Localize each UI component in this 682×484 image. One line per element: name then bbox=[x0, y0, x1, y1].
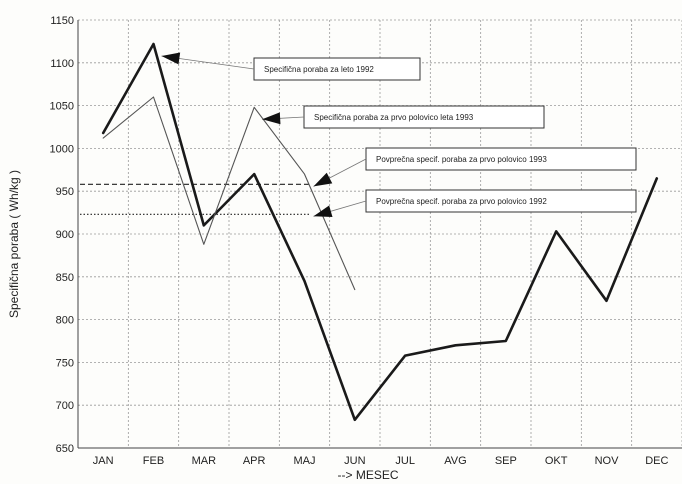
x-tick-label: OKT bbox=[545, 455, 568, 467]
annotations: Specifična poraba za leto 1992 Specifična… bbox=[161, 52, 637, 218]
x-tick-label: MAR bbox=[192, 455, 217, 467]
annotation-text-1: Specifična poraba za leto 1992 bbox=[264, 65, 374, 74]
annotation-text-4: Povprečna specif. poraba za prvo polovic… bbox=[376, 197, 547, 206]
series-line-2 bbox=[102, 96, 356, 291]
y-tick-label: 700 bbox=[56, 400, 74, 412]
y-tick-label: 900 bbox=[56, 229, 74, 241]
x-tick-label: FEB bbox=[143, 455, 164, 467]
x-tick-label: SEP bbox=[495, 455, 517, 467]
y-tick-label: 650 bbox=[56, 443, 74, 455]
x-tick-labels: JAN FEB MAR APR MAJ JUN JUL AVG SEP OKT NOV DEC bbox=[93, 455, 669, 467]
grid bbox=[77, 19, 682, 449]
reference-lines bbox=[80, 183, 310, 215]
x-tick-label: JUN bbox=[344, 455, 365, 467]
x-tick-label: DEC bbox=[645, 455, 668, 467]
y-tick-label: 1000 bbox=[50, 143, 74, 155]
x-tick-label: APR bbox=[243, 455, 266, 467]
annotation-arrowhead-2 bbox=[262, 112, 281, 125]
y-tick-label: 850 bbox=[56, 272, 74, 284]
annotation-arrowhead-1 bbox=[161, 52, 181, 65]
x-tick-label: JUL bbox=[395, 455, 415, 467]
x-axis-title: --> MESEC bbox=[337, 468, 398, 482]
series-lines bbox=[101, 42, 659, 422]
y-tick-label: 800 bbox=[56, 315, 74, 327]
series-line-1 bbox=[101, 42, 659, 422]
y-tick-labels: 650 700 750 800 850 900 950 1000 1050 1100 1150 bbox=[50, 15, 74, 455]
annotation-text-2: Specifična poraba za prvo polovico leta … bbox=[314, 113, 474, 122]
y-tick-label: 950 bbox=[56, 186, 74, 198]
annotation-arrowhead-3 bbox=[313, 172, 333, 187]
y-tick-label: 1050 bbox=[50, 101, 74, 113]
x-tick-label: NOV bbox=[595, 455, 620, 467]
x-tick-label: MAJ bbox=[294, 455, 316, 467]
x-tick-label: AVG bbox=[444, 455, 466, 467]
annotation-text-3: Povprečna specif. poraba za prvo polovic… bbox=[376, 155, 547, 164]
x-tick-label: JAN bbox=[93, 455, 114, 467]
y-tick-label: 1100 bbox=[50, 58, 74, 70]
annotation-arrowhead-4 bbox=[313, 205, 333, 218]
y-axis-title: Specifična poraba ( Wh/kg ) bbox=[7, 170, 21, 318]
y-tick-label: 1150 bbox=[50, 15, 74, 27]
y-tick-label: 750 bbox=[56, 357, 74, 369]
